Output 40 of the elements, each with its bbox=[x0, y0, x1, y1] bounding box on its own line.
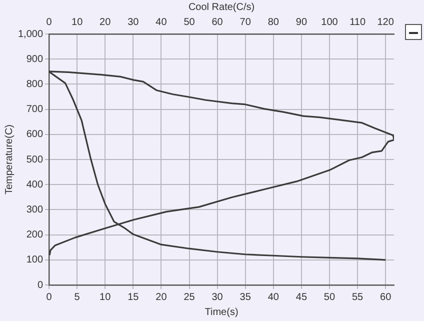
x-tick-label: 50 bbox=[324, 292, 336, 303]
x2-tick-label: 110 bbox=[350, 16, 366, 28]
y-tick-label: 900 bbox=[26, 54, 44, 65]
x2-tick-label: 50 bbox=[184, 16, 196, 28]
x-tick-label: 45 bbox=[296, 292, 308, 303]
x2-tick-label: 60 bbox=[212, 16, 224, 28]
x-tick-label: 55 bbox=[352, 292, 364, 303]
x2-tick-label: 0 bbox=[46, 16, 52, 28]
y-tick-label: 800 bbox=[26, 78, 44, 90]
x2-tick-label: 40 bbox=[156, 16, 168, 28]
x-tick-label: 30 bbox=[212, 292, 224, 303]
x2-tick-label: 70 bbox=[240, 16, 252, 28]
x-axis-title: Time(s) bbox=[204, 306, 238, 318]
x-tick-label: 0 bbox=[46, 292, 52, 303]
y-axis-title: Temperature(C) bbox=[4, 124, 15, 195]
y-tick-label: 700 bbox=[26, 104, 44, 116]
y-tick-label: 300 bbox=[26, 204, 44, 216]
y-tick-label: 600 bbox=[26, 129, 44, 140]
x-tick-label: 15 bbox=[128, 292, 140, 303]
y-tick-label: 1,000 bbox=[18, 28, 44, 40]
x2-tick-label: 30 bbox=[128, 16, 140, 28]
x2-tick-label: 100 bbox=[321, 16, 338, 28]
x-tick-label: 10 bbox=[100, 292, 112, 303]
x-tick-label: 40 bbox=[268, 292, 280, 303]
y-tick-label: 500 bbox=[26, 154, 44, 166]
x-tick-label: 60 bbox=[380, 292, 392, 303]
x-tick-label: 35 bbox=[240, 292, 252, 303]
y-tick-label: 400 bbox=[26, 179, 44, 190]
x-tick-label: 5 bbox=[74, 292, 80, 303]
y-tick-label: 200 bbox=[26, 230, 44, 241]
x2-axis-title: Cool Rate(C/s) bbox=[188, 2, 255, 13]
y-tick-label: 100 bbox=[26, 254, 44, 266]
x2-tick-label: 20 bbox=[100, 16, 112, 28]
x2-tick-label: 10 bbox=[72, 16, 84, 28]
x2-tick-label: 90 bbox=[296, 16, 308, 28]
x-tick-label: 25 bbox=[184, 292, 196, 303]
x2-tick-label: 80 bbox=[268, 16, 280, 28]
y-tick-label: 0 bbox=[37, 280, 44, 291]
x-tick-label: 20 bbox=[156, 292, 168, 303]
x2-tick-label: 120 bbox=[377, 16, 394, 28]
